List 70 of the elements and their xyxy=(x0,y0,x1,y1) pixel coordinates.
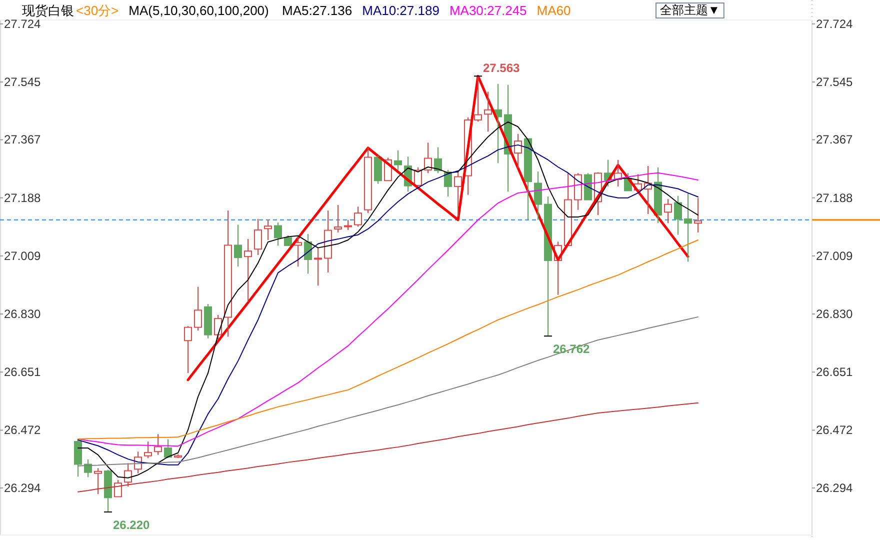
y2-tick-label: 27.724 xyxy=(816,16,854,31)
y-tick-label: 27.367 xyxy=(4,132,42,147)
candlestick xyxy=(164,438,172,459)
candlestick xyxy=(184,326,192,374)
candlestick xyxy=(234,224,242,268)
candlestick xyxy=(684,192,692,262)
candlestick xyxy=(114,479,122,498)
candlestick xyxy=(194,286,202,332)
line-series xyxy=(186,74,690,382)
y-tick-label: 27.009 xyxy=(4,248,42,263)
y2-tick-label: 26.472 xyxy=(816,423,854,438)
y-tick-label: 27.724 xyxy=(4,16,42,31)
candlestick xyxy=(534,171,542,220)
candlestick xyxy=(344,219,352,230)
candlestick xyxy=(334,204,342,234)
candlestick xyxy=(324,210,332,273)
y2-tick-label: 27.009 xyxy=(816,248,854,263)
text: MA60 xyxy=(536,3,571,18)
candlestick xyxy=(664,198,672,224)
candlestick xyxy=(454,171,462,218)
candlestick xyxy=(154,434,162,456)
candlestick xyxy=(374,155,382,184)
candlestick xyxy=(474,76,482,122)
candlestick xyxy=(224,210,232,338)
candlestick xyxy=(524,138,532,220)
candlestick xyxy=(694,198,702,234)
candlestick xyxy=(584,172,592,200)
candlestick xyxy=(424,142,432,174)
candlestick xyxy=(354,206,362,228)
candlestick xyxy=(514,133,522,169)
line-series xyxy=(78,240,698,440)
candlestick xyxy=(564,172,572,246)
text: MA30:27.245 xyxy=(449,3,527,18)
y2-tick-label: 26.294 xyxy=(816,480,854,495)
y2-tick-label: 27.545 xyxy=(816,74,854,89)
y-tick-label: 27.188 xyxy=(4,190,42,205)
candlestick xyxy=(434,146,442,174)
candlestick xyxy=(574,172,582,210)
candlestick xyxy=(484,91,492,132)
candlestick xyxy=(394,150,402,170)
candlestick xyxy=(304,233,312,274)
candlestick xyxy=(274,222,282,246)
y-tick-label: 26.651 xyxy=(4,365,42,380)
text: MA5:27.136 xyxy=(282,3,352,18)
y-tick-label: 27.545 xyxy=(4,74,42,89)
y2-tick-label: 26.830 xyxy=(816,307,854,322)
candlestick xyxy=(314,246,322,286)
candlestick xyxy=(124,462,132,488)
candlestick xyxy=(244,238,252,302)
y2-tick-label: 27.367 xyxy=(816,132,854,147)
chart-title: 现货白银 xyxy=(22,3,74,18)
candlestick xyxy=(94,468,102,495)
y-tick-label: 26.472 xyxy=(4,423,42,438)
chart-subtitle: <30分> xyxy=(76,3,119,18)
y-tick-label: 26.830 xyxy=(4,307,42,322)
candlestick xyxy=(264,219,272,241)
annotation: 27.563 xyxy=(483,61,520,76)
y2-tick-label: 27.188 xyxy=(816,190,854,205)
y-tick-label: 26.294 xyxy=(4,480,42,495)
text: MA10:27.189 xyxy=(362,3,440,18)
candlestick xyxy=(204,303,212,339)
candlestick xyxy=(74,439,82,478)
candlestick xyxy=(144,441,152,459)
candlestick xyxy=(254,218,262,256)
text: MA(5,10,30,60,100,200) xyxy=(128,3,269,18)
annotation: 26.220 xyxy=(113,518,150,532)
text: 全部主题▼ xyxy=(660,3,720,17)
candlestick xyxy=(674,195,682,236)
y2-tick-label: 26.651 xyxy=(816,365,854,380)
candlestick xyxy=(364,146,372,214)
